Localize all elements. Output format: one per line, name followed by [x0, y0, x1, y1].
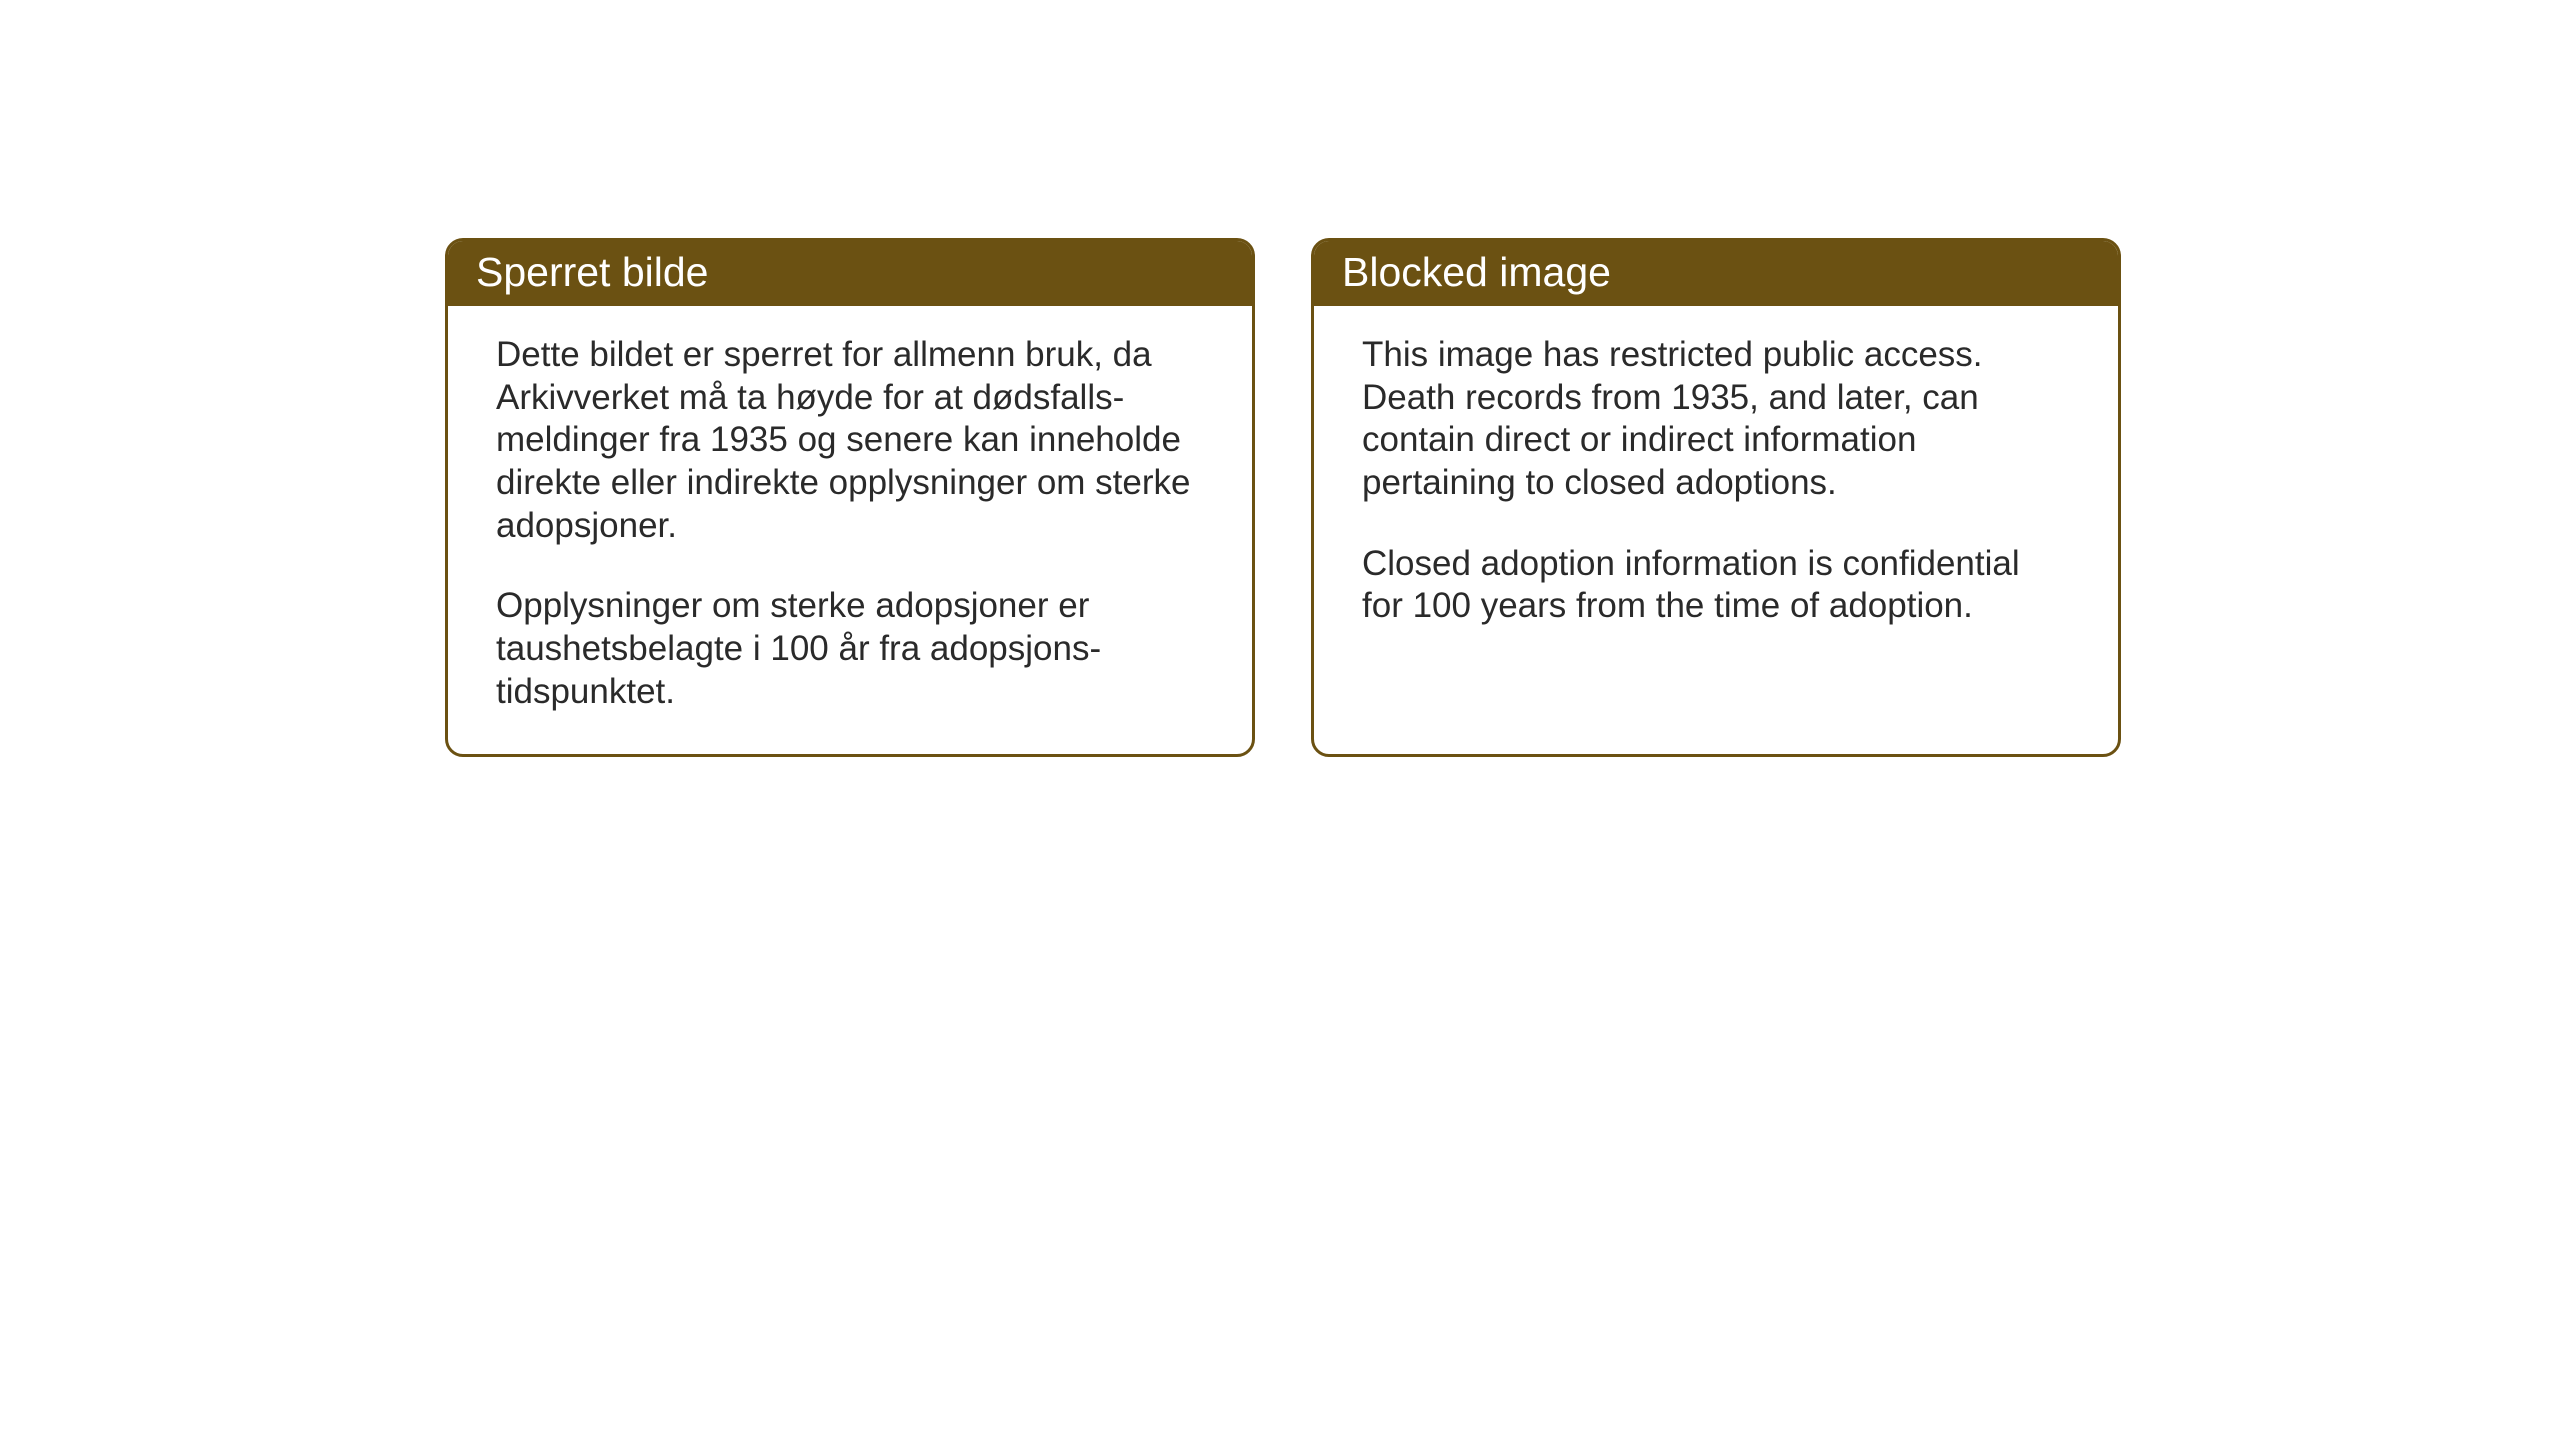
notice-paragraph: This image has restricted public access.… [1362, 334, 2070, 505]
notice-paragraph: Opplysninger om sterke adopsjoner er tau… [496, 585, 1204, 713]
notice-header-norwegian: Sperret bilde [448, 241, 1252, 306]
notice-box-norwegian: Sperret bilde Dette bildet er sperret fo… [445, 238, 1255, 757]
notice-body-norwegian: Dette bildet er sperret for allmenn bruk… [448, 306, 1252, 754]
notice-box-english: Blocked image This image has restricted … [1311, 238, 2121, 757]
notice-paragraph: Dette bildet er sperret for allmenn bruk… [496, 334, 1204, 547]
notice-header-english: Blocked image [1314, 241, 2118, 306]
notice-paragraph: Closed adoption information is confident… [1362, 543, 2070, 628]
notice-body-english: This image has restricted public access.… [1314, 306, 2118, 668]
notice-container: Sperret bilde Dette bildet er sperret fo… [445, 238, 2121, 757]
